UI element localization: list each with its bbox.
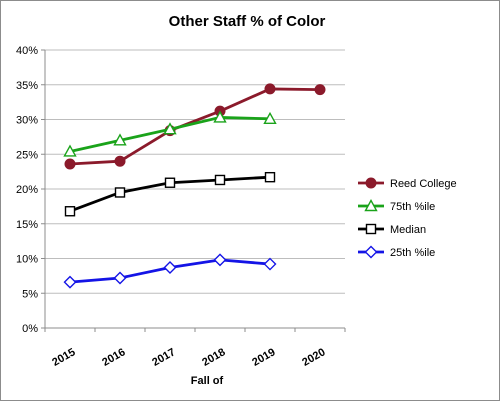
legend-swatch-marker xyxy=(364,199,378,212)
legend-label: 75th %ile xyxy=(390,201,435,213)
data-point xyxy=(63,144,77,157)
x-tick-label: 2015 xyxy=(50,346,77,369)
data-point xyxy=(114,155,126,167)
x-tick-label: 2020 xyxy=(300,346,327,369)
legend: Reed College 75th %ile Median 25th %ile xyxy=(358,177,457,259)
legend-entry: 75th %ile xyxy=(358,199,435,213)
grid-layer xyxy=(45,49,345,294)
y-tick-label: 15% xyxy=(16,219,38,231)
legend-swatch-marker xyxy=(364,245,378,259)
x-tick-label: 2018 xyxy=(200,346,227,369)
y-tick-label: 5% xyxy=(22,288,38,300)
series-layer xyxy=(63,83,326,289)
x-axis-label: Fall of xyxy=(191,375,224,387)
chart-title: Other Staff % of Color xyxy=(169,13,326,30)
data-point xyxy=(263,257,277,271)
y-tick-label: 20% xyxy=(16,184,38,196)
legend-label: 25th %ile xyxy=(390,247,435,259)
data-point xyxy=(163,122,177,135)
series-line xyxy=(69,87,321,166)
y-tick-label: 0% xyxy=(22,323,38,335)
data-point xyxy=(213,110,227,123)
data-point xyxy=(213,253,227,267)
legend-entry: Reed College xyxy=(358,177,457,190)
series-median xyxy=(64,171,276,217)
data-point xyxy=(64,206,76,217)
legend-entry: Median xyxy=(358,223,426,236)
x-tick-label: 2017 xyxy=(150,346,177,369)
y-tick-label: 40% xyxy=(16,45,38,57)
x-tick-label: 2019 xyxy=(250,346,277,369)
legend-swatch-marker xyxy=(365,177,377,189)
y-tick-label: 35% xyxy=(16,80,38,92)
data-point xyxy=(263,111,277,125)
data-point xyxy=(264,83,276,95)
data-point xyxy=(64,158,76,170)
series-25th-ile xyxy=(63,253,277,289)
data-point xyxy=(63,275,77,289)
data-point xyxy=(113,133,127,146)
data-point xyxy=(163,261,177,275)
data-point xyxy=(114,187,126,198)
y-tick-label: 25% xyxy=(16,149,38,161)
legend-label: Median xyxy=(390,224,426,236)
legend-entry: 25th %ile xyxy=(358,245,435,259)
data-point xyxy=(264,171,276,183)
data-point xyxy=(314,84,326,96)
data-point xyxy=(164,177,176,188)
series-reed-college xyxy=(64,83,326,170)
data-point xyxy=(113,271,127,285)
legend-label: Reed College xyxy=(390,178,457,190)
y-tick-label: 10% xyxy=(16,254,38,266)
y-tick-label: 30% xyxy=(16,115,38,127)
x-tick-label: 2016 xyxy=(100,346,127,369)
data-point xyxy=(214,174,226,186)
series-75th-ile xyxy=(63,110,277,157)
legend-swatch-marker xyxy=(365,223,377,235)
